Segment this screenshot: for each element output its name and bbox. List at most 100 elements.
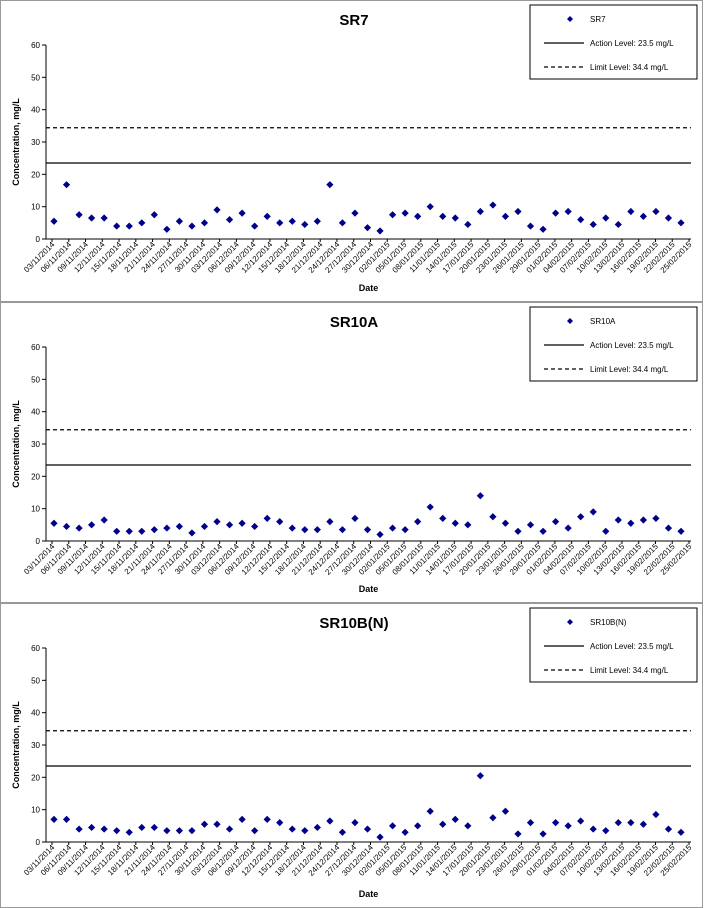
data-point [125,527,133,535]
data-point [100,214,108,222]
data-point [301,526,309,534]
data-point [652,810,660,819]
chart-panel-2: SR10B(N) Concentration, mg/L 0 10 20 30 40 50 60… [0,603,703,908]
data-point [276,219,284,227]
data-point [100,516,108,524]
data-point [150,823,158,832]
y-tick-label: 60 [31,41,40,50]
data-point [376,833,384,841]
data-point [552,819,560,827]
y-tick-label: 0 [36,235,41,244]
data-point [602,827,610,835]
data-point [501,212,510,220]
data-point [539,527,547,535]
data-point [175,522,183,531]
y-tick-label: 0 [36,838,41,847]
data-point [401,209,409,217]
data-point [251,222,259,230]
y-tick-label: 40 [31,709,40,718]
data-point [439,820,447,828]
data-point [664,524,673,532]
data-point [163,524,171,532]
data-point [388,822,397,830]
data-point [489,513,497,521]
data-point [50,519,58,527]
data-point [388,524,397,532]
data-point [313,526,321,534]
data-point [501,807,510,815]
data-point [75,825,83,833]
chart-title: SR10A [330,314,379,331]
data-point [163,827,171,835]
x-axis-label: Date [359,584,379,594]
data-point [225,216,234,224]
data-point [263,212,271,220]
data-point [288,825,296,833]
data-point [376,530,384,539]
data-point [514,207,522,216]
data-point [326,518,334,526]
data-point [213,820,221,828]
data-point [514,830,522,838]
y-tick-label: 10 [31,806,40,815]
data-point [414,518,422,526]
data-point [539,225,547,233]
data-point [338,828,347,836]
data-point [351,819,359,827]
data-point [313,217,321,225]
data-point [589,825,597,833]
y-axis-label: Concentration, mg/L [11,701,21,789]
data-point [627,207,635,216]
y-tick-label: 20 [31,773,40,782]
data-point [138,527,146,535]
data-point [464,521,472,529]
y-tick-label: 10 [31,203,40,212]
y-axis-label: Concentration, mg/L [11,400,21,488]
x-axis-label: Date [359,889,379,899]
data-point [188,222,196,230]
chart-panel-0: SR7 Concentration, mg/L 0 10 20 30 40 50 60 03/11… [0,0,703,302]
data-point [113,222,121,230]
data-point [62,815,71,823]
data-point [552,518,560,526]
data-point [75,524,83,532]
legend-label: SR7 [590,15,606,24]
data-point [426,503,434,511]
data-point [213,518,221,526]
x-axis-label: Date [359,283,379,293]
data-point [351,514,359,522]
legend-label: Action Level: 23.5 mg/L [590,341,674,350]
data-point [451,519,459,527]
data-point [614,220,622,229]
legend-label: Limit Level: 34.4 mg/L [590,63,669,72]
data-point [639,820,647,828]
data-point [577,513,585,521]
data-point [464,822,472,830]
data-point [213,206,221,214]
data-point [138,219,146,227]
data-point [113,527,121,535]
data-point [326,181,334,189]
data-point [163,225,171,233]
data-point [50,815,58,823]
data-point [476,492,484,500]
chart-title: SR7 [339,12,368,29]
legend-label: Limit Level: 34.4 mg/L [590,365,669,374]
data-point [351,209,359,217]
data-point [188,529,196,537]
data-point [50,217,58,225]
legend-box [529,306,698,382]
data-point [439,514,447,522]
data-point [238,815,246,823]
data-point [288,524,296,532]
data-point [639,516,647,524]
y-tick-label: 30 [31,440,40,449]
data-point [150,211,158,219]
data-point [652,207,660,216]
data-point [62,522,71,531]
data-point [401,526,409,534]
data-point [627,819,635,827]
data-point [238,519,246,527]
data-point [564,524,572,532]
data-point [639,212,647,220]
